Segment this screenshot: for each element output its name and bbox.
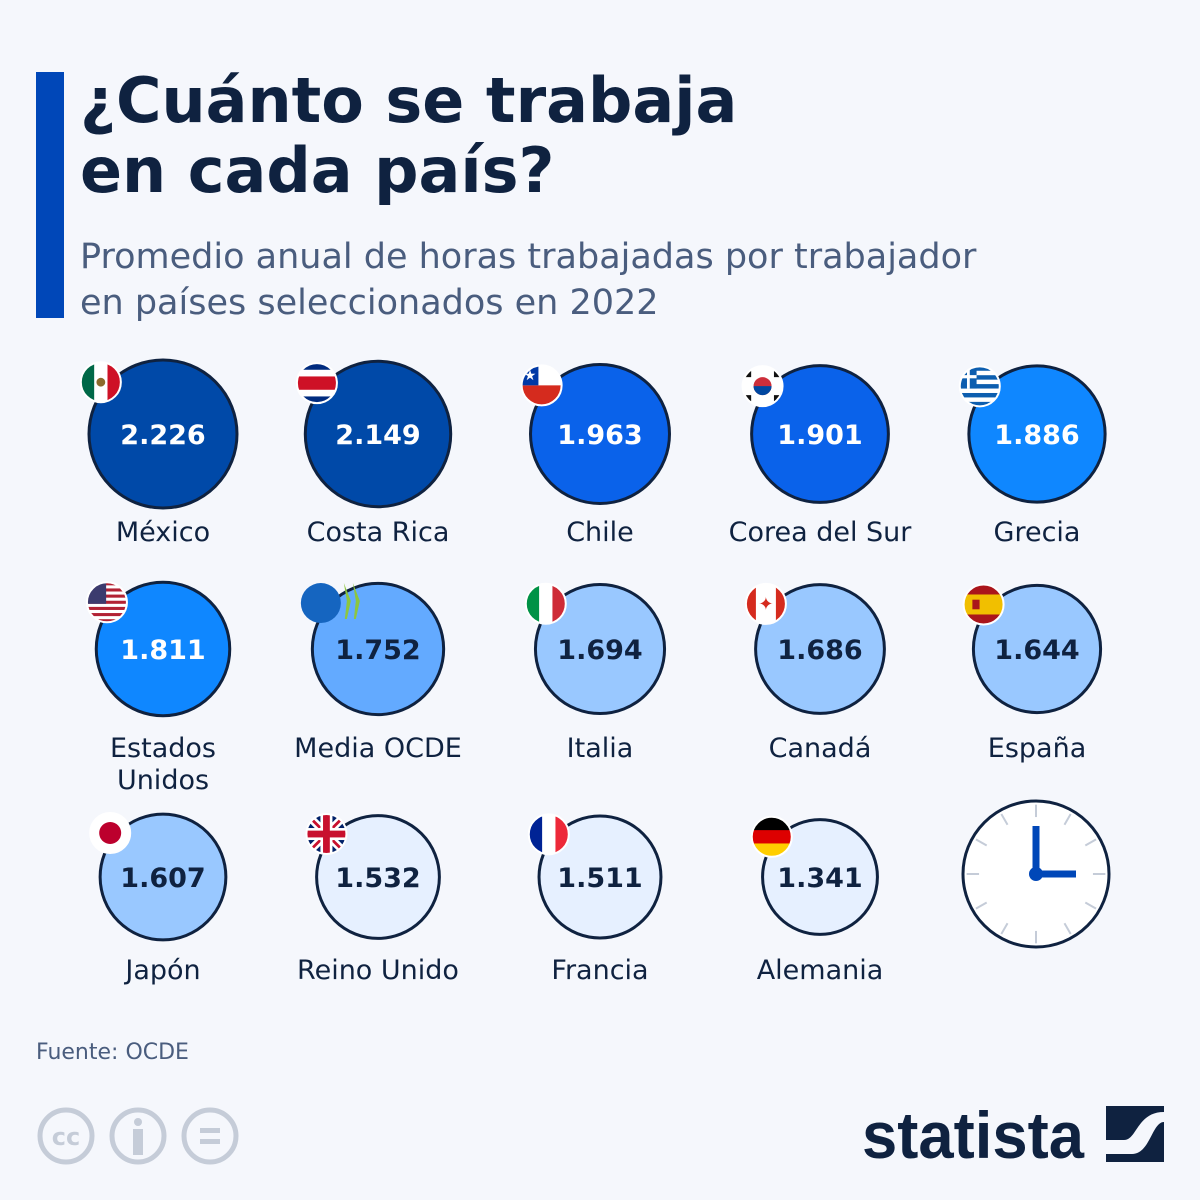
title-line-2: en cada país? xyxy=(80,134,555,207)
category-label: Chile xyxy=(566,517,634,548)
category-label: Italia xyxy=(566,733,634,764)
bubble-value-label: 1.811 xyxy=(120,635,205,666)
category-label: Media OCDE xyxy=(294,733,462,764)
bubble-value-label: 2.226 xyxy=(120,420,205,451)
subtitle: Promedio anual de horas trabajadas por t… xyxy=(80,234,976,326)
category-label: Canadá xyxy=(768,733,872,764)
bubble-value-label: 1.901 xyxy=(777,420,862,451)
attribution-icon xyxy=(109,1107,167,1165)
bubble-value-label: 1.886 xyxy=(994,420,1079,451)
bubble-circle xyxy=(87,358,239,510)
category-label: Reino Unido xyxy=(297,955,459,986)
flag-fr-icon xyxy=(527,813,570,856)
source-note: Fuente: OCDE xyxy=(36,1040,189,1065)
category-label: Corea del Sur xyxy=(728,517,912,548)
flag-gr-icon xyxy=(958,365,1001,408)
statista-logo: statista xyxy=(862,1100,1164,1166)
bubble-circle xyxy=(94,580,232,718)
page-title: ¿Cuánto se trabaja en cada país? xyxy=(80,66,737,206)
flag-es-icon xyxy=(962,583,1005,626)
no-derivatives-icon xyxy=(181,1107,239,1165)
brand-name: statista xyxy=(862,1100,1085,1166)
flag-jp-icon xyxy=(89,811,132,854)
flag-cr-icon xyxy=(295,362,338,405)
flag-de-icon xyxy=(750,815,793,858)
bubble: 1.511 xyxy=(537,814,663,940)
bubble-circle xyxy=(967,364,1107,504)
bubble-value-label: 1.686 xyxy=(777,635,862,666)
category-label: Japón xyxy=(125,955,201,986)
bubble-circle xyxy=(761,818,879,936)
bubble: 1.607 xyxy=(98,812,228,942)
bubble-circle xyxy=(537,814,663,940)
bubble-value-label: 1.532 xyxy=(335,863,420,894)
bubble: 2.149 xyxy=(303,359,453,509)
category-label: México xyxy=(115,517,211,548)
category-label: Estados Unidos xyxy=(110,733,216,796)
bubble-value-label: 1.694 xyxy=(557,635,642,666)
flag-oecd-icon xyxy=(300,583,360,624)
flag-us-icon xyxy=(85,581,128,624)
flag-ca-icon: ✦ xyxy=(744,582,787,625)
bubble-value-label: 1.511 xyxy=(557,863,642,894)
bubble: 1.963 xyxy=(529,363,671,505)
subtitle-line-2: en países seleccionados en 2022 xyxy=(80,283,659,323)
bubble-value-label: 1.963 xyxy=(557,420,642,451)
bubble-circle xyxy=(98,812,228,942)
bubble: 1.644 xyxy=(971,583,1103,715)
bubble: 1.686 xyxy=(754,583,886,715)
category-label: Grecia xyxy=(993,517,1081,548)
category-label: Costa Rica xyxy=(306,517,450,548)
accent-bar xyxy=(36,72,64,318)
category-label: Alemania xyxy=(756,955,884,986)
bubble-value-label: 1.341 xyxy=(777,863,862,894)
category-label: Francia xyxy=(551,955,649,986)
bubble: 2.226 xyxy=(87,358,239,510)
cc-icon: cc xyxy=(37,1107,95,1165)
title-line-1: ¿Cuánto se trabaja xyxy=(80,64,738,137)
flag-mx-icon xyxy=(79,361,122,404)
subtitle-line-1: Promedio anual de horas trabajadas por t… xyxy=(80,237,977,277)
bubble-circle xyxy=(533,582,667,716)
bubble-circle xyxy=(303,359,453,509)
category-label: España xyxy=(987,733,1087,764)
svg-text:cc: cc xyxy=(52,1123,80,1151)
bubble-circle xyxy=(971,583,1103,715)
bubble-value-label: 1.607 xyxy=(120,863,205,894)
bubble: 1.694 xyxy=(533,582,667,716)
flag-gb-icon xyxy=(305,813,348,856)
bubble: 1.901 xyxy=(750,364,890,504)
bubble: 1.532 xyxy=(315,814,441,940)
bubble-circle xyxy=(315,814,441,940)
bubble: 1.811 xyxy=(94,580,232,718)
flag-it-icon xyxy=(524,582,567,625)
flag-cl-icon: ★ xyxy=(520,364,563,407)
bubble-value-label: 1.752 xyxy=(335,635,420,666)
bubble-circle xyxy=(750,364,890,504)
flag-kr-icon xyxy=(741,365,784,408)
bubble: 1.341 xyxy=(761,818,879,936)
bubble-value-label: 2.149 xyxy=(335,420,420,451)
bubble-circle xyxy=(529,363,671,505)
bubble: 1.886 xyxy=(967,364,1107,504)
svg-text:✦: ✦ xyxy=(758,594,773,615)
clock-icon xyxy=(961,799,1111,949)
bubble-circle xyxy=(754,583,886,715)
bubble-value-label: 1.644 xyxy=(994,635,1079,666)
